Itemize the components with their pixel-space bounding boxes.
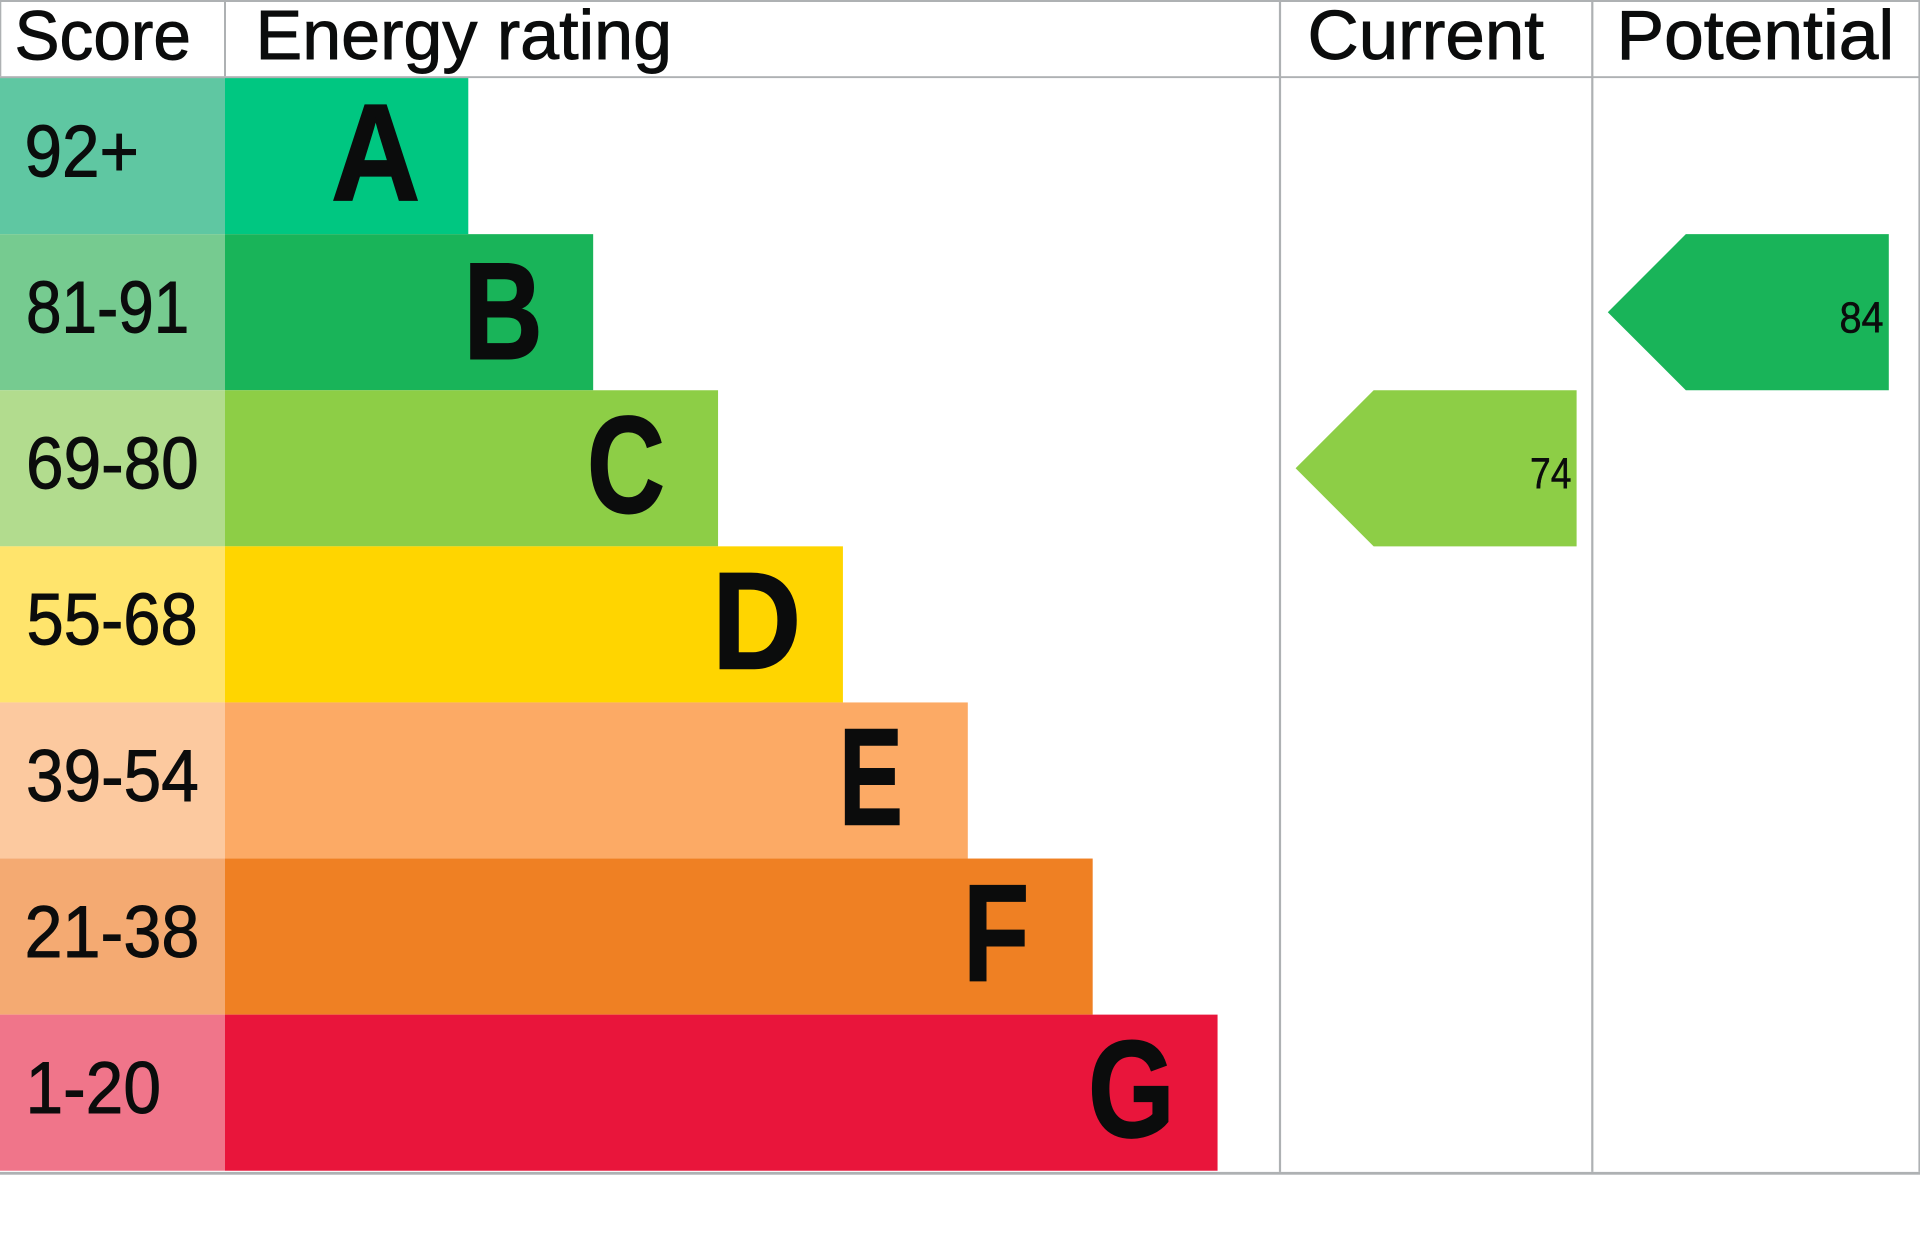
svg-text:84: 84: [1840, 294, 1884, 343]
svg-text:55-68: 55-68: [27, 580, 198, 661]
svg-text:92+: 92+: [25, 111, 139, 192]
svg-text:1-20: 1-20: [26, 1048, 161, 1129]
svg-text:C: C: [587, 388, 665, 542]
svg-text:39-54: 39-54: [26, 736, 199, 817]
svg-text:Energy rating: Energy rating: [256, 0, 673, 74]
svg-text:A: A: [331, 76, 420, 230]
svg-text:81-91: 81-91: [26, 268, 189, 349]
svg-text:21-38: 21-38: [25, 892, 200, 973]
svg-text:E: E: [839, 701, 903, 855]
svg-text:Potential: Potential: [1617, 0, 1895, 74]
svg-text:69-80: 69-80: [26, 424, 199, 505]
svg-text:G: G: [1088, 1013, 1175, 1167]
svg-text:D: D: [712, 544, 801, 698]
svg-text:Current: Current: [1308, 0, 1545, 74]
svg-text:Score: Score: [15, 0, 191, 74]
svg-text:74: 74: [1530, 450, 1572, 499]
svg-text:F: F: [963, 857, 1029, 1011]
svg-text:B: B: [464, 235, 543, 389]
